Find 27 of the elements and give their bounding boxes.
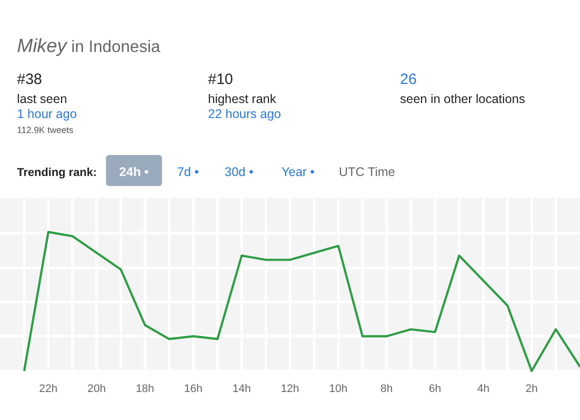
text: last seen (17, 92, 68, 106)
text: highest rank (208, 92, 277, 106)
text: 26 (400, 71, 417, 88)
x-tick-label: 18h (136, 383, 154, 395)
text: 22 hours ago (208, 107, 282, 121)
chart-title: Mikey in Indonesia (17, 36, 162, 57)
text: Trending rank: (17, 167, 97, 179)
text: 1 hour ago (17, 107, 77, 121)
text: seen in other locations (400, 92, 526, 106)
x-tick-label: 10h (329, 383, 348, 395)
x-tick-label: 20h (87, 383, 106, 395)
x-tick-label: 8h (380, 383, 393, 395)
x-tick-label: 4h (477, 383, 490, 395)
x-tick-label: 14h (232, 383, 251, 395)
text: 24h • (119, 165, 149, 179)
text: Year • (281, 165, 315, 179)
x-tick-label: 2h (526, 383, 538, 395)
text: UTC Time (338, 165, 396, 179)
text: 7d • (177, 165, 199, 179)
text: 30d • (224, 165, 254, 179)
x-tick-label: 6h (428, 383, 442, 395)
text: 112.9K tweets (17, 125, 74, 135)
text: #10 (208, 71, 234, 88)
x-tick-label: 12h (280, 383, 300, 395)
x-tick-label: 22h (39, 383, 58, 395)
x-tick-label: 16h (184, 383, 203, 395)
text: #38 (17, 71, 42, 88)
